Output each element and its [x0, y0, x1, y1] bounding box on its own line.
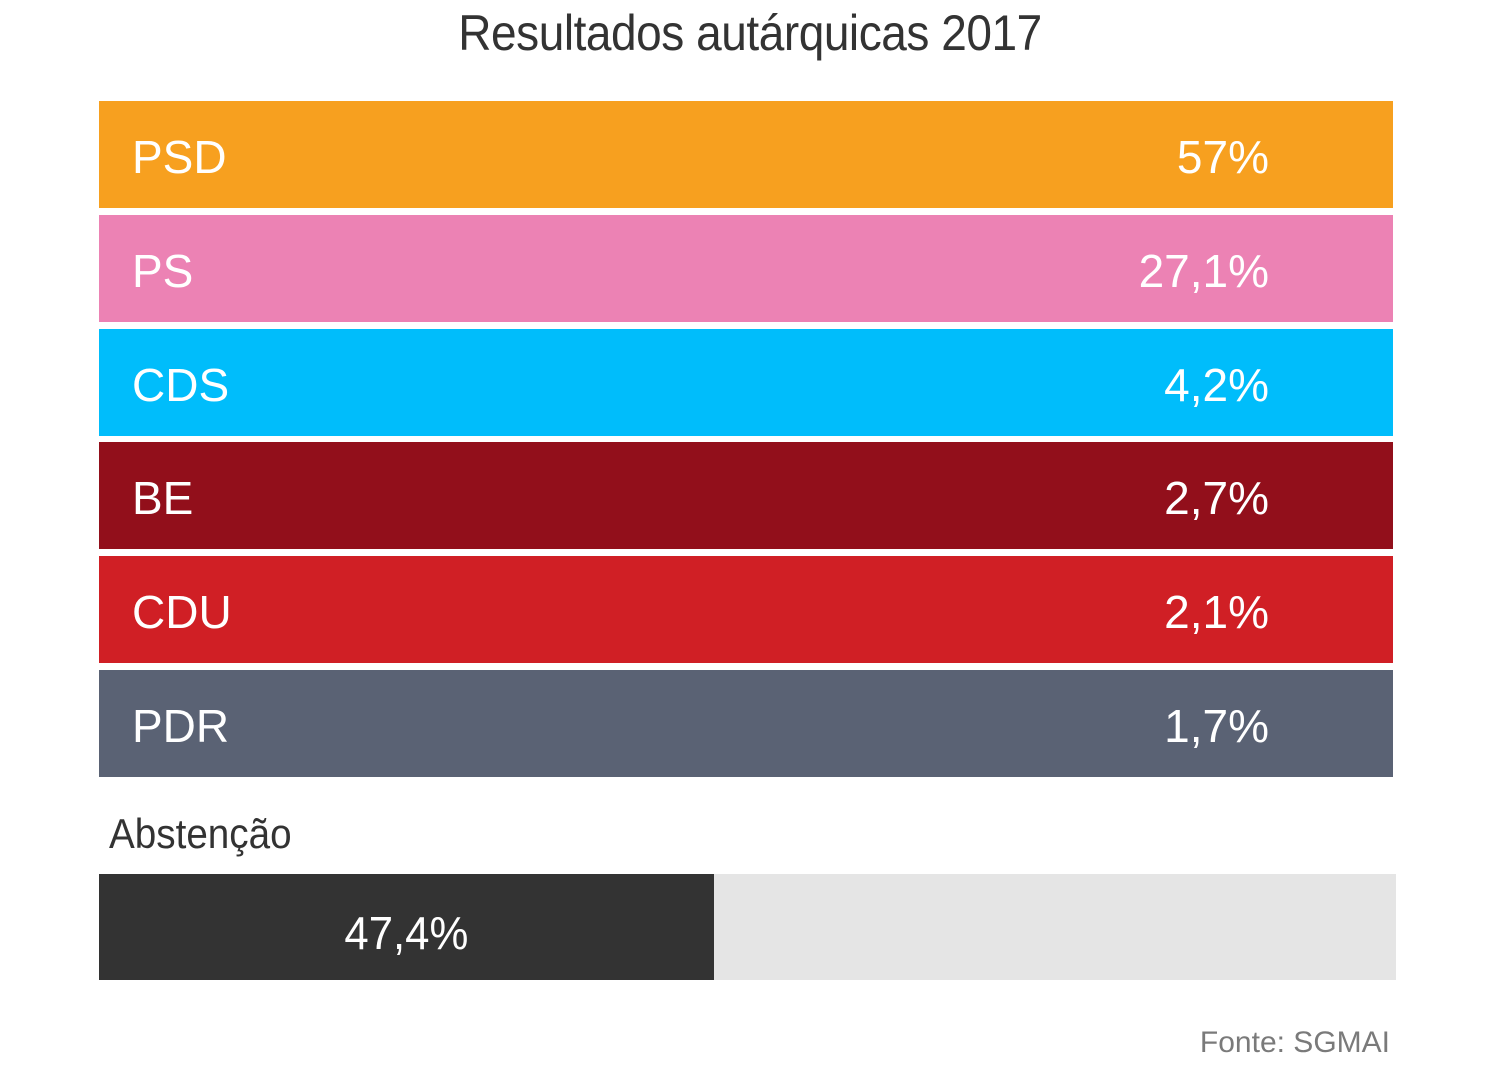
party-label: CDU: [132, 586, 232, 638]
party-value: 2,7%: [1164, 472, 1269, 524]
party-value: 4,2%: [1164, 359, 1269, 411]
abstention-label: Abstenção: [109, 810, 292, 857]
party-label: PSD: [132, 131, 227, 183]
party-label: PS: [132, 245, 194, 297]
party-value: 2,1%: [1164, 586, 1269, 638]
source-note: Fonte: SGMAI: [1199, 1026, 1390, 1059]
party-label: BE: [132, 472, 194, 524]
result-row-cdu: CDU 2,1%: [99, 556, 1393, 663]
party-value: 1,7%: [1164, 700, 1269, 752]
result-row-ps: PS 27,1%: [99, 215, 1393, 322]
abstention-value: 47,4%: [344, 907, 469, 959]
chart-title: Resultados autárquicas 2017: [458, 5, 1042, 61]
result-row-pdr: PDR 1,7%: [99, 670, 1393, 777]
result-row-be: BE 2,7%: [99, 442, 1393, 549]
result-row-cds: CDS 4,2%: [99, 329, 1393, 436]
party-label: PDR: [132, 700, 230, 752]
party-label: CDS: [132, 359, 230, 411]
party-value: 57%: [1176, 131, 1269, 183]
party-value: 27,1%: [1138, 245, 1269, 297]
result-row-psd: PSD 57%: [99, 101, 1393, 208]
abstention-bar-track: 47,4%: [99, 874, 1396, 980]
abstention-bar-fill: 47,4%: [99, 874, 714, 980]
